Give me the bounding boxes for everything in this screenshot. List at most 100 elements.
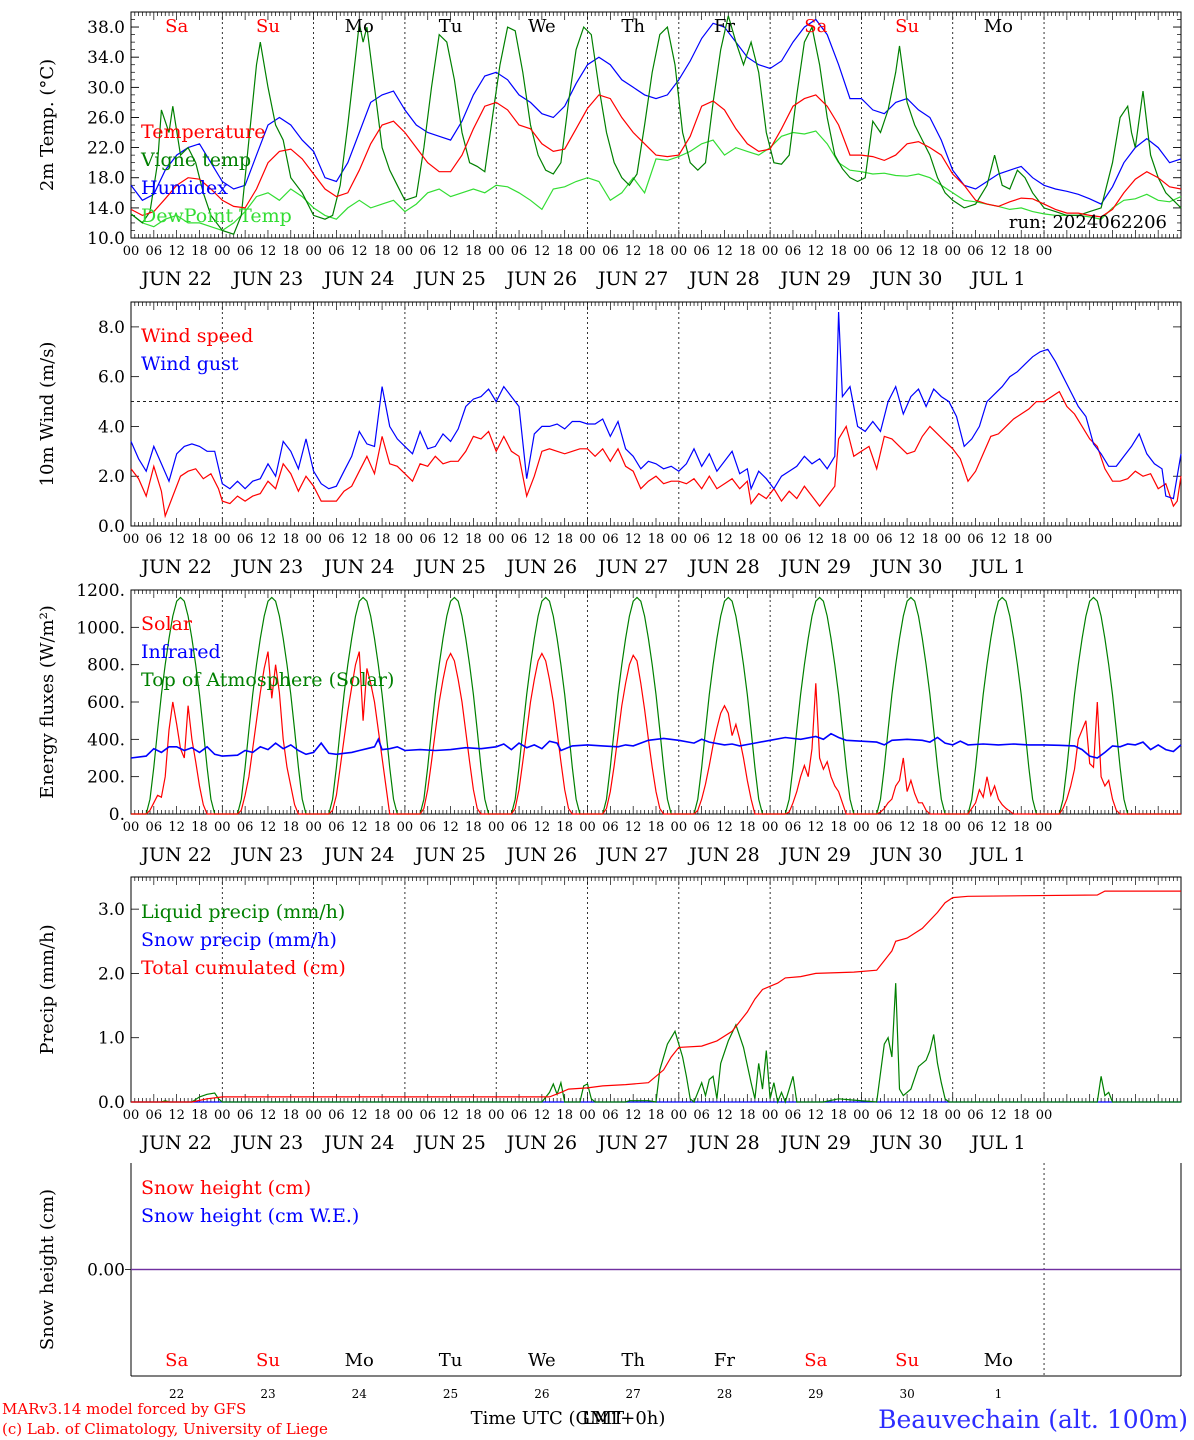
hour-tick-label: 06 [419, 1108, 436, 1123]
date-label: JUL 1 [969, 844, 1025, 866]
hour-tick-label: 12 [625, 244, 642, 259]
hour-tick-label: 12 [442, 820, 459, 835]
date-label: JUN 22 [139, 268, 211, 290]
hour-tick-label: 12 [168, 532, 185, 547]
hour-tick-label: 12 [168, 820, 185, 835]
hour-tick-label: 12 [260, 1108, 277, 1123]
hour-tick-label: 06 [602, 1108, 619, 1123]
date-label: JUN 22 [139, 1132, 211, 1154]
hour-tick-label: 12 [260, 244, 277, 259]
hour-tick-label: 12 [351, 244, 368, 259]
y-tick-label: 18.0 [87, 169, 125, 189]
hour-tick-label: 00 [671, 1108, 688, 1123]
hour-tick-label: 18 [191, 532, 208, 547]
hour-tick-label: 00 [305, 1108, 322, 1123]
y-tick-label: 800. [87, 656, 125, 676]
y-tick-label: 1.0 [98, 1029, 125, 1049]
hour-tick-label: 18 [1013, 820, 1030, 835]
weekday-label: Th [621, 16, 645, 37]
hour-tick-label: 00 [305, 244, 322, 259]
date-label: JUN 29 [779, 556, 851, 578]
y-tick-label: 10.0 [87, 229, 125, 249]
legend-entry: Wind speed [141, 325, 253, 347]
hour-tick-label: 06 [328, 532, 345, 547]
panel-wind: 0.0 2.0 4.0 6.0 8.0 10m Wind (m/s) Wind speed W… [37, 301, 1182, 578]
day-number-label: 25 [443, 1387, 458, 1401]
legend-entry: Top of Atmosphere (Solar) [141, 669, 394, 691]
y-axis-title: Energy fluxes (W/m²) [37, 605, 58, 799]
hour-tick-label: 12 [534, 820, 551, 835]
station-name: Beauvechain (alt. 100m) [878, 1405, 1188, 1434]
hour-tick-label: 18 [1013, 532, 1030, 547]
hour-tick-label: 18 [374, 532, 391, 547]
series-line [131, 983, 1181, 1105]
hour-tick-label: 00 [579, 1108, 596, 1123]
date-label: JUN 23 [231, 268, 303, 290]
hour-tick-label: 18 [556, 532, 573, 547]
hour-tick-label: 18 [830, 820, 847, 835]
hour-tick-label: 06 [876, 1108, 893, 1123]
legend-entry: Temperature [141, 121, 265, 143]
hour-tick-label: 12 [990, 1108, 1007, 1123]
hour-tick-label: 18 [739, 532, 756, 547]
hour-tick-label: 06 [146, 244, 163, 259]
hour-tick-label: 00 [488, 532, 505, 547]
hour-tick-label: 18 [739, 820, 756, 835]
hour-tick-label: 06 [419, 532, 436, 547]
weekday-label: Th [621, 1350, 645, 1371]
legend-entry: Liquid precip (mm/h) [141, 901, 345, 923]
weekday-label: Mo [984, 1350, 1013, 1371]
panel-frame [130, 301, 1182, 527]
hour-tick-label: 18 [283, 532, 300, 547]
hour-tick-label: 18 [648, 1108, 665, 1123]
date-label: JUN 25 [413, 556, 485, 578]
hour-tick-label: 06 [511, 1108, 528, 1123]
date-label: JUN 29 [779, 844, 851, 866]
hour-tick-label: 18 [283, 820, 300, 835]
y-tick-label: 0.00 [87, 1261, 125, 1281]
date-label: JUN 28 [687, 268, 759, 290]
y-tick-label: 4.0 [98, 417, 125, 437]
weekday-label: We [528, 1350, 556, 1371]
hour-tick-label: 06 [693, 820, 710, 835]
date-label: JUN 24 [322, 844, 394, 866]
hour-tick-label: 18 [465, 532, 482, 547]
day-number-label: 24 [352, 1387, 368, 1401]
date-label: JUN 26 [505, 268, 577, 290]
day-number-label: 30 [899, 1387, 914, 1401]
weekday-label: Fr [714, 16, 735, 37]
date-label: JUN 29 [779, 268, 851, 290]
hour-tick-label: 00 [671, 532, 688, 547]
y-tick-label: 1200. [76, 581, 125, 601]
day-number-label: 28 [717, 1387, 732, 1401]
hour-tick-label: 06 [967, 820, 984, 835]
weekday-label: Su [256, 16, 280, 37]
hour-tick-label: 06 [602, 532, 619, 547]
hour-tick-label: 06 [693, 244, 710, 259]
hour-tick-label: 12 [716, 532, 733, 547]
y-tick-label: 14.0 [87, 199, 125, 219]
hour-tick-label: 18 [556, 820, 573, 835]
hour-tick-label: 06 [876, 244, 893, 259]
hour-tick-label: 00 [762, 820, 779, 835]
series-line [130, 732, 1182, 759]
legend-entry: Snow precip (mm/h) [141, 929, 337, 951]
weekday-label: Tu [439, 1350, 463, 1371]
hour-tick-label: 00 [579, 244, 596, 259]
panel-precip: 0.0 1.0 2.0 3.0 Precip (mm/h) Liquid precip (… [37, 876, 1182, 1154]
hour-tick-label: 12 [899, 244, 916, 259]
hour-tick-label: 06 [237, 820, 254, 835]
hour-tick-label: 06 [328, 244, 345, 259]
hour-tick-label: 18 [556, 1108, 573, 1123]
hour-tick-label: 18 [648, 532, 665, 547]
y-axis-title: Precip (mm/h) [37, 924, 58, 1054]
hour-tick-label: 00 [214, 1108, 231, 1123]
hour-tick-label: 06 [237, 532, 254, 547]
hour-tick-label: 12 [808, 820, 825, 835]
hour-tick-label: 12 [168, 1108, 185, 1123]
series-line [130, 18, 1182, 205]
legend-entry: DewPoint Temp [141, 205, 292, 227]
hour-tick-label: 12 [625, 532, 642, 547]
hour-tick-label: 18 [739, 244, 756, 259]
